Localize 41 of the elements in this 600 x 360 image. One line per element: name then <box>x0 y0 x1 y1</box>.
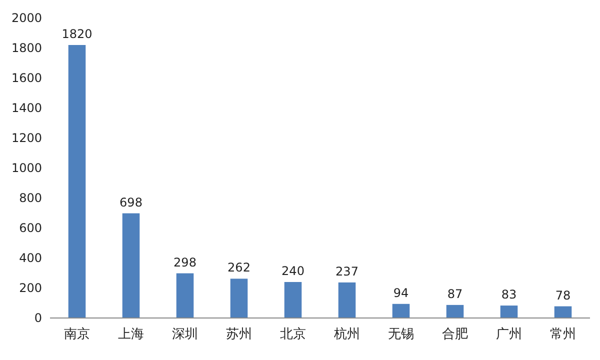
data-label: 94 <box>393 286 409 300</box>
data-label: 262 <box>228 260 250 275</box>
x-tick-label: 上海 <box>118 327 144 342</box>
bar <box>284 282 302 318</box>
bar <box>230 278 248 318</box>
y-tick-label: 1400 <box>11 101 42 115</box>
y-tick-label: 1600 <box>11 71 42 85</box>
y-tick-label: 600 <box>19 221 42 235</box>
data-label: 1820 <box>62 27 92 41</box>
y-tick-label: 1800 <box>11 41 42 55</box>
bar <box>500 306 518 318</box>
data-label: 237 <box>336 264 358 278</box>
x-tick-label: 无锡 <box>388 327 414 342</box>
bar <box>338 282 356 318</box>
x-tick-label: 南京 <box>64 327 90 342</box>
y-tick-label: 200 <box>19 281 42 295</box>
data-label: 240 <box>282 264 304 278</box>
y-tick-label: 400 <box>19 251 42 265</box>
data-label: 83 <box>501 288 517 302</box>
x-tick-label: 深圳 <box>172 327 198 342</box>
data-label: 698 <box>120 195 142 210</box>
y-tick-label: 1000 <box>11 161 42 175</box>
bar <box>446 304 464 318</box>
bar <box>392 304 410 318</box>
y-tick-label: 1200 <box>11 131 42 145</box>
x-tick-label: 北京 <box>280 327 306 342</box>
bar <box>554 306 572 318</box>
y-tick-label: 2000 <box>11 11 42 25</box>
y-tick-label: 0 <box>34 311 42 325</box>
data-label: 87 <box>447 286 463 301</box>
bar <box>176 273 194 318</box>
data-label: 78 <box>555 288 571 302</box>
x-tick-label: 苏州 <box>226 327 252 342</box>
data-label: 298 <box>174 255 196 270</box>
bar <box>122 213 140 318</box>
y-tick-label: 800 <box>19 191 42 205</box>
bar <box>68 45 86 318</box>
x-tick-label: 杭州 <box>333 327 360 342</box>
x-tick-label: 合肥 <box>442 327 468 342</box>
x-tick-label: 常州 <box>550 327 576 342</box>
x-tick-label: 广州 <box>496 327 522 342</box>
